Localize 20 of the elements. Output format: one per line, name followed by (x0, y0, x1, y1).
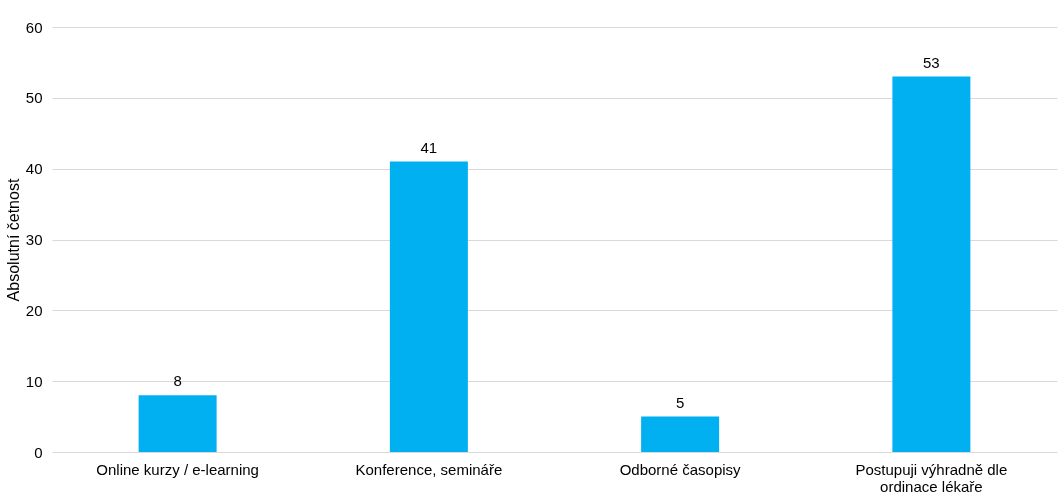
x-tick-label: Konference, semináře (355, 460, 503, 478)
x-tick-label: Odborné časopisy (619, 460, 742, 478)
y-tick-label: 20 (25, 301, 43, 319)
bar (892, 76, 971, 452)
bar (389, 161, 468, 452)
data-label: 5 (675, 393, 685, 411)
y-tick-label: 30 (25, 231, 43, 248)
x-tick-label: Postupuji výhradně dle ordinace lékaře (855, 460, 1008, 495)
y-tick-label: 0 (34, 443, 43, 461)
data-label: 41 (420, 138, 438, 156)
y-tick-label: 10 (25, 372, 43, 390)
y-tick-label: 60 (25, 18, 43, 36)
y-tick-label: 50 (25, 89, 43, 107)
data-label: 53 (923, 53, 940, 71)
y-axis-title: Absolutní četnost (4, 178, 22, 302)
x-tick-label: Online kurzy / e-learning (96, 460, 259, 478)
bar (138, 395, 217, 452)
bar (641, 416, 720, 452)
data-label: 8 (173, 372, 182, 390)
y-tick-label: 40 (25, 160, 43, 178)
